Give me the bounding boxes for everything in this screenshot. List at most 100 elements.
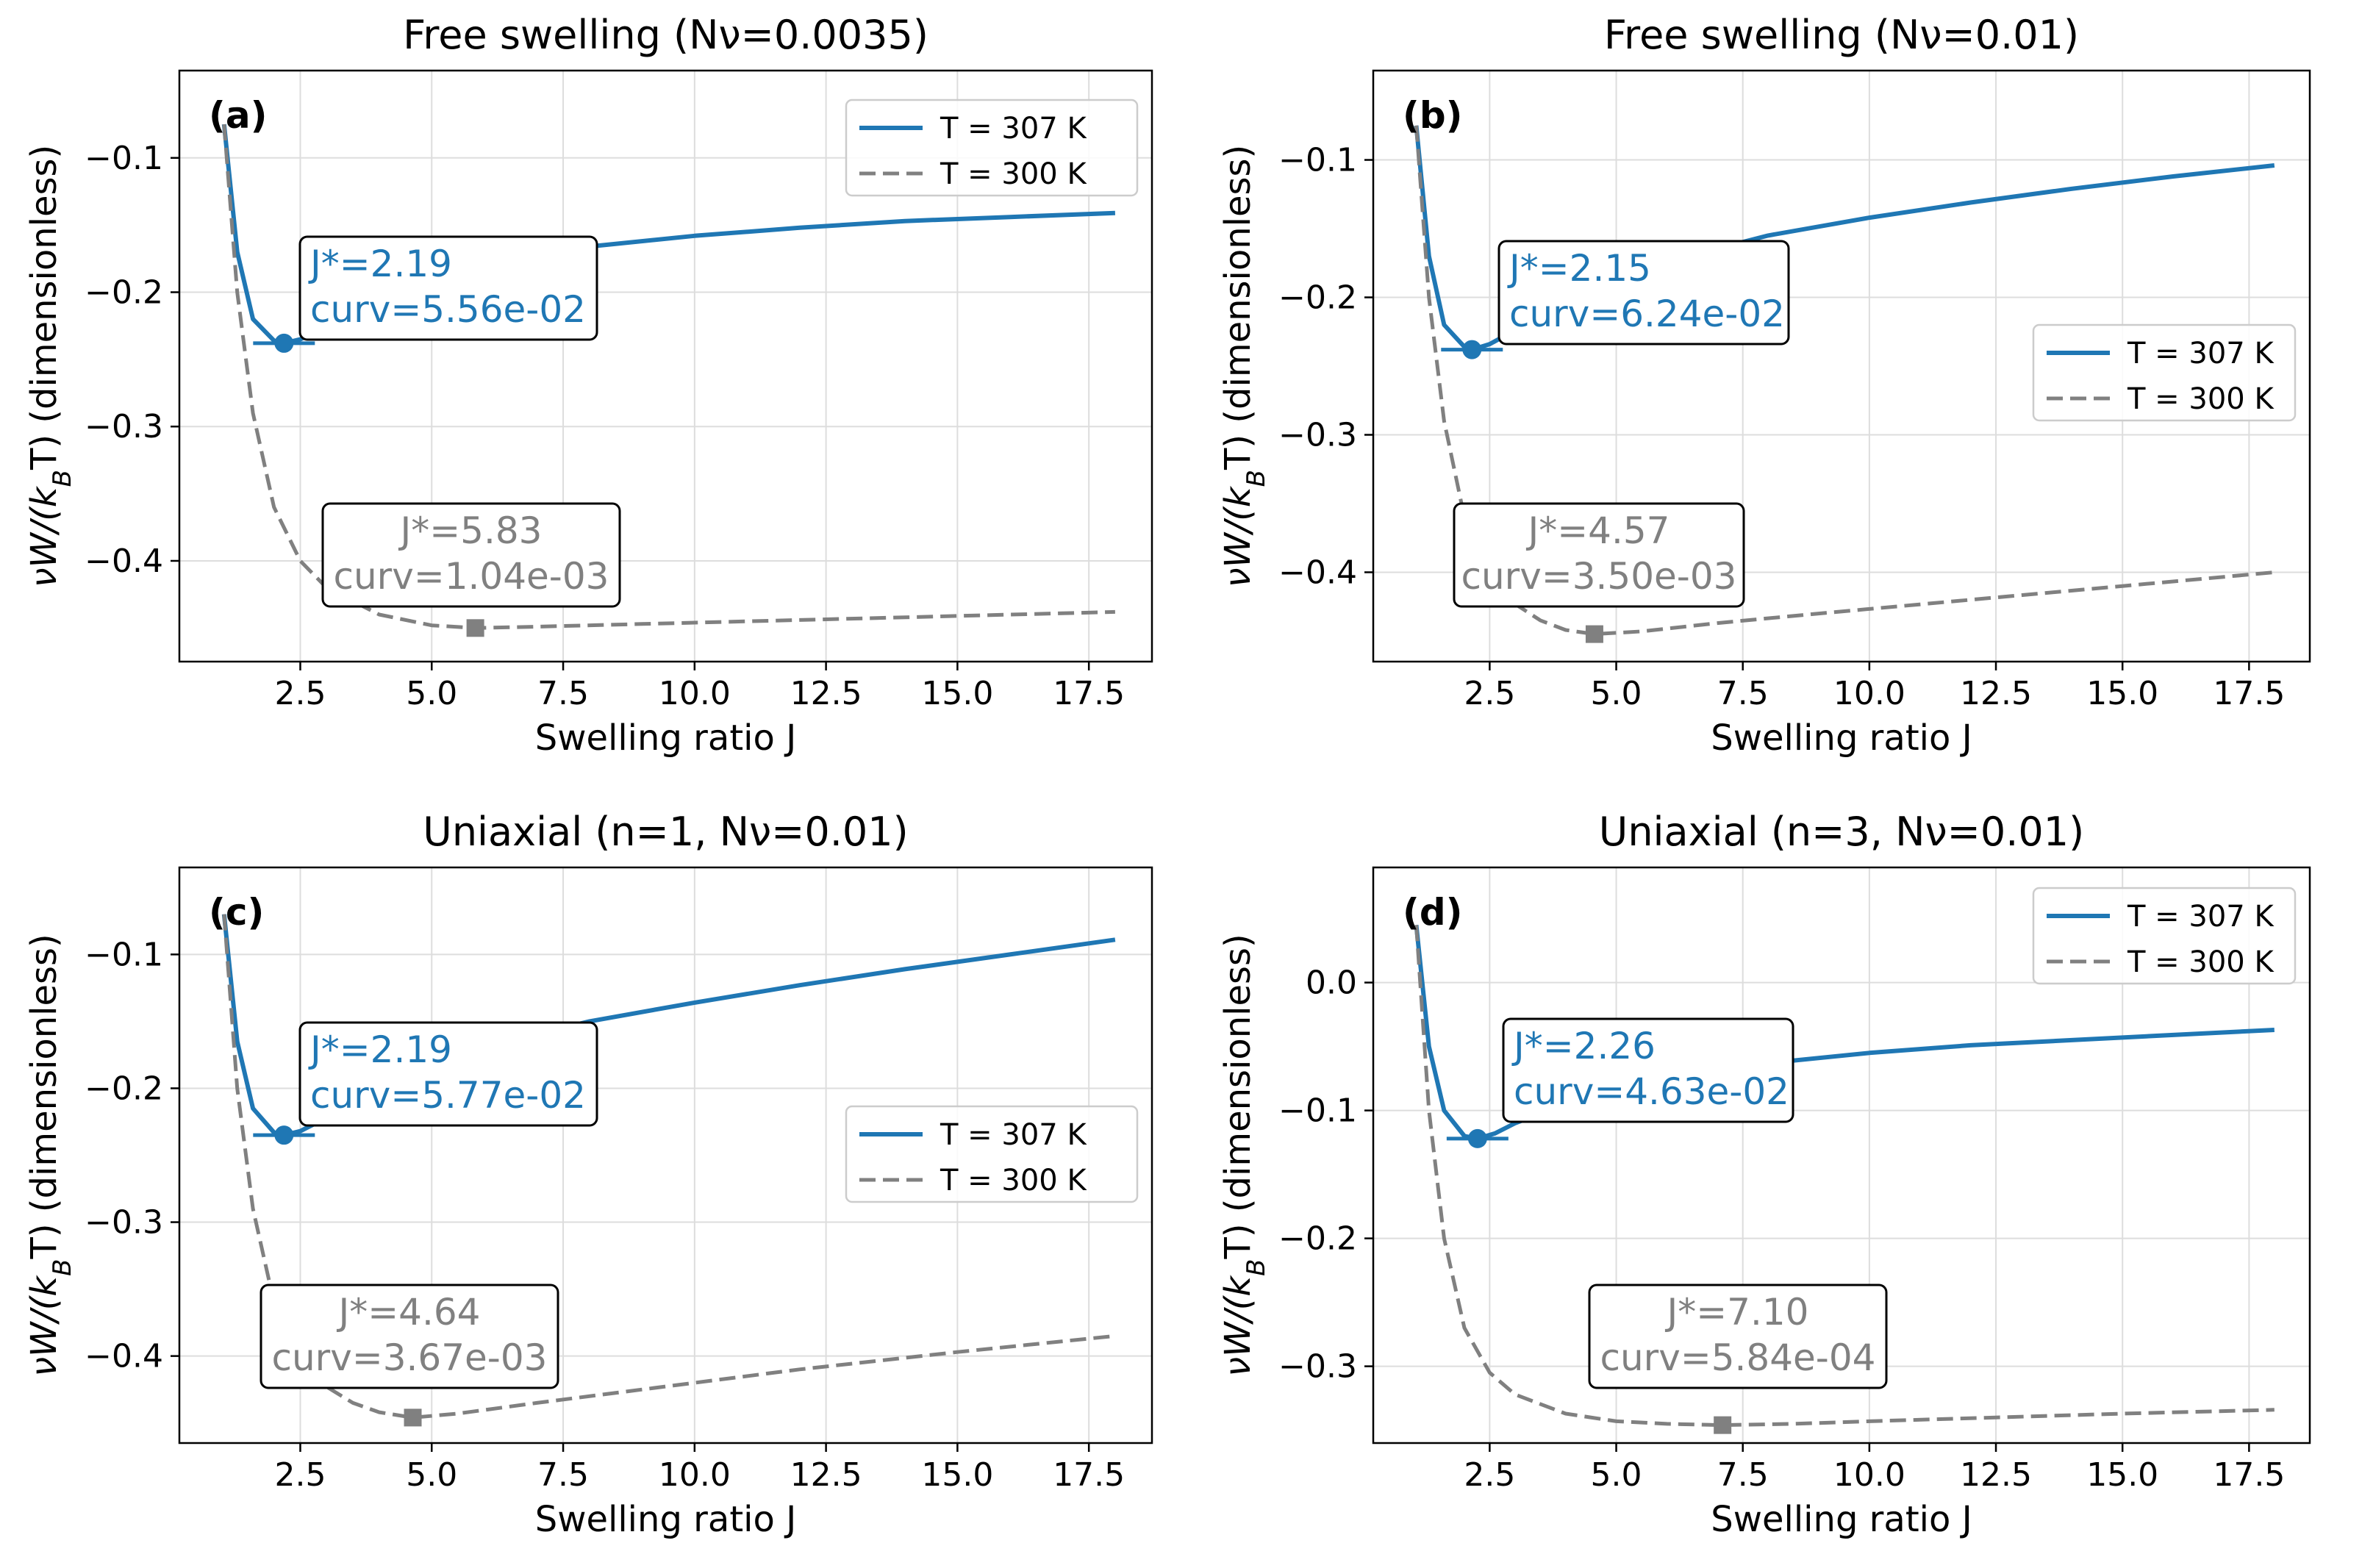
legend-label: T = 300 K: [940, 1164, 1087, 1198]
panel-title: Uniaxial (n=3, Nν=0.01): [1599, 809, 2084, 855]
panel-c: 2.5 5.0 7.5 10.0 12.5 15.0 17.5 −0.1 −0.2 −0.3 −0.…: [24, 809, 1153, 1540]
y-axis-label: νW/(kBT) (dimensionless): [24, 145, 77, 588]
x-tick-label: 10.0: [659, 1456, 731, 1494]
y-axis-label-part: νW/(k: [24, 485, 65, 587]
x-tick-label: 17.5: [1053, 675, 1125, 712]
legend-label: T = 300 K: [940, 157, 1087, 191]
x-tick-label: 15.0: [2086, 675, 2158, 712]
axes-frame: [1372, 866, 2311, 1445]
legend-label: T = 307 K: [940, 112, 1087, 146]
x-tick-label: 2.5: [1464, 675, 1515, 712]
legend: T = 307 K T = 300 K: [2032, 323, 2297, 422]
annotation-frame: [298, 235, 598, 341]
panel-letter: (a): [209, 94, 267, 137]
y-axis-label: νW/(kBT) (dimensionless): [1217, 145, 1271, 588]
annotation-optimum: J*=7.10: [1665, 1291, 1809, 1333]
minimum-marker-t307: [274, 333, 294, 353]
x-tick-label: 7.5: [537, 1456, 589, 1494]
series-line-t300: [222, 914, 1116, 1420]
x-tick-label: 2.5: [274, 1456, 326, 1494]
y-axis-label: νW/(kBT) (dimensionless): [1217, 934, 1271, 1377]
annotation-curvature: curv=4.63e-02: [1514, 1070, 1789, 1113]
x-tick-label: 10.0: [1833, 675, 1905, 712]
x-tick-label: 17.5: [2213, 675, 2285, 712]
y-axis-label-part: T) (dimensionless): [24, 145, 65, 470]
annotation-frame: [1588, 1284, 1888, 1389]
x-tick-label: 17.5: [1053, 1456, 1125, 1494]
x-tick-label: 15.0: [921, 1456, 993, 1494]
legend: T = 307 K T = 300 K: [845, 99, 1139, 197]
y-axis-label-subscript: B: [1242, 470, 1271, 487]
y-axis-label-part: νW/(k: [1217, 485, 1259, 587]
y-tick-label: −0.3: [1278, 416, 1357, 454]
annotation-curvature: curv=1.04e-03: [334, 555, 609, 598]
x-tick-label: 12.5: [1960, 1456, 2032, 1494]
minimum-marker-t307: [1462, 340, 1482, 359]
annotation-frame: [298, 1021, 598, 1127]
annotation-curvature: curv=3.67e-03: [272, 1336, 548, 1379]
panel-letter: (d): [1403, 891, 1463, 934]
x-tick-label: 15.0: [2086, 1456, 2158, 1494]
x-tick-label: 10.0: [659, 675, 731, 712]
y-tick-label: −0.3: [1278, 1348, 1357, 1386]
panel-letter: (c): [209, 891, 264, 934]
x-tick-label: 2.5: [274, 675, 326, 712]
legend: T = 307 K T = 300 K: [845, 1105, 1139, 1203]
annotation-optimum: J*=2.19: [308, 243, 452, 285]
annotation-frame: [321, 502, 621, 608]
x-tick-label: 7.5: [1717, 675, 1769, 712]
x-axis-label: Swelling ratio J: [535, 1499, 797, 1540]
legend-label: T = 300 K: [2127, 945, 2275, 979]
annotation-optimum: J*=4.64: [337, 1291, 481, 1333]
y-axis-label-part: νW/(k: [1217, 1275, 1259, 1377]
y-tick-label: −0.1: [85, 936, 163, 973]
annotation-curvature: curv=5.77e-02: [310, 1074, 586, 1117]
panel-a: 2.5 5.0 7.5 10.0 12.5 15.0 17.5 −0.1 −0.2 −0.3 −0.…: [24, 12, 1153, 759]
y-axis-label-subscript: B: [48, 1259, 77, 1276]
y-tick-label: −0.4: [85, 543, 163, 580]
axes-frame: [1372, 69, 2311, 663]
panel-title: Free swelling (Nν=0.01): [1604, 12, 2079, 58]
panel-letter: (b): [1403, 94, 1463, 137]
annotation-frame: [1453, 502, 1745, 608]
x-tick-label: 10.0: [1833, 1456, 1905, 1494]
minimum-marker-t300: [466, 619, 484, 637]
y-axis-label-part: νW/(k: [24, 1275, 65, 1377]
annotation-optimum: J*=5.83: [398, 509, 543, 552]
panel-title: Uniaxial (n=1, Nν=0.01): [423, 809, 908, 855]
legend-label: T = 307 K: [940, 1118, 1087, 1152]
annotation-curvature: curv=5.56e-02: [310, 288, 586, 331]
annotation-curvature: curv=5.84e-04: [1600, 1336, 1876, 1379]
annotation-frame: [1502, 1017, 1794, 1123]
annotation-curvature: curv=6.24e-02: [1509, 293, 1785, 335]
series-line-t300: [222, 123, 1115, 630]
x-tick-label: 2.5: [1464, 1456, 1515, 1494]
annotation-frame: [1497, 240, 1790, 346]
axes-frame: [178, 866, 1153, 1445]
y-tick-label: −0.3: [85, 1204, 163, 1242]
x-tick-label: 12.5: [790, 1456, 862, 1494]
minimum-marker-t307: [1467, 1128, 1487, 1148]
annotation-frame: [260, 1284, 559, 1389]
x-tick-label: 12.5: [1960, 675, 2032, 712]
y-tick-label: −0.2: [85, 274, 163, 312]
y-tick-label: −0.3: [85, 408, 163, 445]
y-tick-label: −0.1: [1278, 1092, 1357, 1130]
y-tick-label: −0.1: [1278, 142, 1357, 179]
annotation-optimum: J*=2.26: [1511, 1025, 1656, 1067]
y-tick-label: −0.2: [1278, 279, 1357, 317]
y-axis-label-part: T) (dimensionless): [1217, 145, 1259, 470]
x-axis-label: Swelling ratio J: [1711, 717, 1972, 759]
y-tick-label: −0.2: [85, 1070, 163, 1107]
y-tick-label: −0.4: [1278, 554, 1357, 591]
y-tick-label: −0.1: [85, 140, 163, 177]
x-axis-label: Swelling ratio J: [1711, 1499, 1972, 1540]
annotation-optimum: J*=4.57: [1526, 509, 1670, 552]
